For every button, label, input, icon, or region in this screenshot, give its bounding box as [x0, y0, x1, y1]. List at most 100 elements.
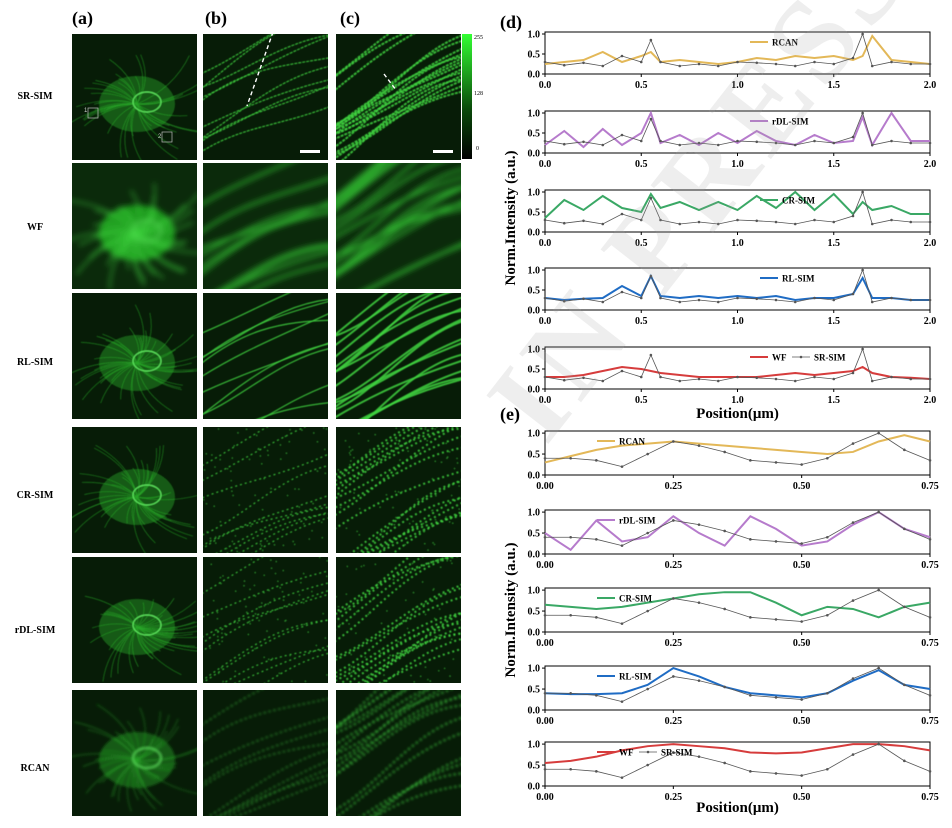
- sr-sim-point: [749, 616, 752, 619]
- image-tile-rl-sim-b: [203, 293, 328, 419]
- sr-sim-point: [620, 369, 624, 373]
- x-tick-label: 2.0: [924, 80, 937, 91]
- x-tick-label: 0.5: [635, 159, 648, 170]
- sr-sim-point: [851, 599, 855, 602]
- image-tile-rl-sim-c: [336, 293, 461, 419]
- sr-sim-point: [543, 218, 547, 222]
- plot-frame-e-3: [544, 587, 931, 633]
- sr-sim-point: [562, 142, 566, 146]
- sr-sim-point: [649, 38, 653, 42]
- sr-sim-point: [800, 463, 803, 466]
- row-label-sr-sim: SR-SIM: [17, 91, 53, 102]
- x-tick-label: 0.75: [921, 792, 939, 803]
- image-tile-rcan-b: [203, 690, 328, 816]
- line-profile-plots: 0.0 0.5 1.0 0.0 0.5 1.0 1.5 2.0 RCAN 0.0 0.5 1.0 0.0…: [503, 30, 939, 817]
- sr-sim-point: [774, 298, 778, 302]
- colorbar-min-label: 0: [476, 146, 479, 152]
- colorbar: [462, 34, 472, 159]
- sr-sim-point: [774, 540, 778, 543]
- sr-sim-point: [903, 527, 906, 531]
- series-cr-sim: [544, 591, 931, 619]
- sr-sim-point: [793, 64, 797, 68]
- sr-sim-point: [678, 300, 682, 304]
- sr-sim-point: [909, 62, 913, 66]
- sr-sim-point: [697, 377, 701, 381]
- x-tick-label: 0.00: [536, 716, 554, 727]
- y-tick-label: 1.0: [528, 508, 541, 519]
- sr-sim-point: [595, 616, 598, 619]
- x-tick-label: 0.0: [539, 159, 552, 170]
- x-tick-label: 0.5: [635, 80, 648, 91]
- x-tick-label: 0.0: [539, 80, 552, 91]
- plot-frame-e-5: [544, 741, 931, 787]
- y-tick-label: 1.0: [528, 345, 541, 356]
- legend-label-sr-sim: SR-SIM: [814, 353, 846, 363]
- legend-label-rdl-sim: rDL-SIM: [619, 516, 656, 526]
- x-tick-label: 0.25: [665, 560, 683, 571]
- row-label-rdl-sim: rDL-SIM: [14, 625, 56, 636]
- sr-sim-point: [639, 218, 643, 222]
- y-tick-label: 0.0: [528, 706, 541, 717]
- sr-sim-point: [582, 219, 585, 223]
- sr-sim-point: [877, 666, 880, 670]
- sr-sim-point: [851, 753, 855, 756]
- series-rl-sim: [544, 273, 930, 302]
- image-tile-wf-a: [72, 163, 197, 289]
- panel-label-d: (d): [500, 12, 522, 32]
- y-tick-label: 0.0: [528, 70, 541, 81]
- x-tick-label: 2.0: [924, 316, 937, 327]
- legend-label-cr-sim: CR-SIM: [782, 196, 816, 206]
- legend-label-rl-sim: RL-SIM: [782, 274, 815, 284]
- x-tick-label: 0.00: [536, 638, 554, 649]
- sr-sim-point: [793, 379, 797, 383]
- sr-sim-point: [774, 618, 778, 621]
- sr-sim-point: [723, 761, 726, 765]
- sr-sim-point: [890, 296, 893, 300]
- sr-sim-point: [793, 222, 797, 226]
- legend-label-rdl-sim: rDL-SIM: [772, 117, 809, 127]
- sr-sim-point: [620, 133, 624, 137]
- sr-sim-point: [793, 143, 797, 147]
- sr-sim-point: [736, 296, 739, 300]
- sr-sim-point: [601, 379, 605, 383]
- series-rdl-sim: [544, 110, 930, 149]
- legend-label-sr-sim: SR-SIM: [661, 748, 693, 758]
- sr-sim-point: [672, 519, 675, 522]
- roi-box-1: [87, 107, 99, 119]
- row-label-rl-sim: RL-SIM: [16, 357, 54, 368]
- series-rl-sim: [544, 666, 931, 699]
- y-tick-label: 1.0: [528, 30, 541, 41]
- legend-label-wf: WF: [619, 748, 634, 758]
- sr-sim-point: [800, 774, 803, 777]
- sr-sim-point: [639, 296, 643, 300]
- x-tick-label: 2.0: [924, 238, 937, 249]
- sr-sim-point: [672, 675, 675, 678]
- sr-sim-point: [697, 298, 701, 302]
- sr-sim-point: [601, 143, 605, 147]
- sr-sim-point: [620, 465, 624, 468]
- sr-sim-point: [890, 139, 893, 143]
- sr-sim-point: [562, 63, 566, 67]
- series-rdl-sim: [544, 510, 931, 552]
- sr-sim-point: [877, 742, 880, 746]
- sr-sim-point: [569, 613, 572, 617]
- sr-sim-point: [928, 298, 932, 302]
- x-tick-label: 1.5: [828, 159, 841, 170]
- x-tick-label: 1.0: [731, 395, 744, 406]
- sr-sim-point: [909, 220, 913, 224]
- sr-sim-point: [890, 375, 893, 379]
- x-tick-label: 0.5: [635, 238, 648, 249]
- sr-sim-point: [774, 772, 778, 775]
- sr-sim-point: [716, 379, 720, 383]
- sr-sim-point: [749, 459, 752, 462]
- sr-sim-point: [582, 376, 585, 380]
- sr-sim-point: [620, 700, 624, 703]
- image-tile-rdl-sim-a: [72, 557, 197, 683]
- x-tick-label: 0.50: [793, 560, 811, 571]
- series-sr-sim-reference: [545, 589, 931, 625]
- sr-sim-point: [877, 510, 880, 514]
- sr-sim-point: [582, 61, 585, 65]
- sr-sim-point: [861, 32, 864, 36]
- panel-label-a: (a): [72, 8, 93, 28]
- sr-sim-point: [851, 371, 855, 375]
